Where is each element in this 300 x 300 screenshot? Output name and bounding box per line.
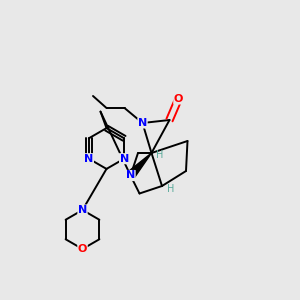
Text: N: N: [126, 170, 135, 181]
Text: O: O: [78, 244, 87, 254]
Text: H: H: [156, 149, 164, 160]
Text: N: N: [119, 154, 129, 164]
Polygon shape: [127, 153, 152, 178]
Text: N: N: [84, 154, 94, 164]
Text: N: N: [138, 118, 147, 128]
Text: O: O: [174, 94, 183, 104]
Text: N: N: [78, 205, 87, 215]
Text: H: H: [167, 184, 174, 194]
